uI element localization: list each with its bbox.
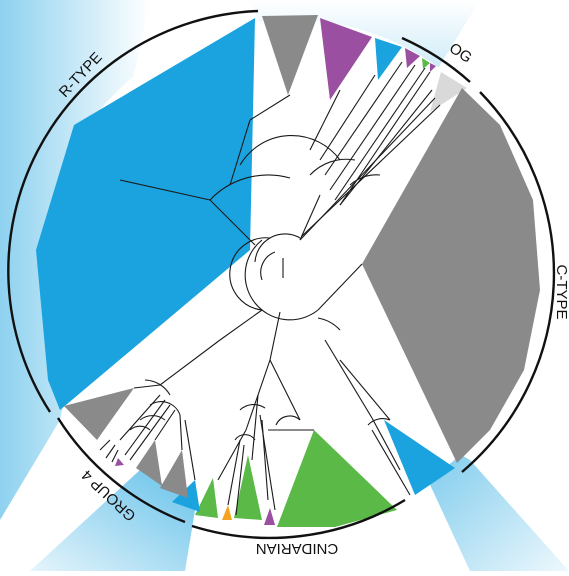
- clade-cnidarian-green-small: [195, 478, 218, 518]
- clade-group4-gray-2: [136, 440, 162, 486]
- label-c-type: C-TYPE: [553, 264, 569, 319]
- clade-bottom-right-blue: [384, 420, 455, 495]
- clade-cnidarian-purple: [264, 508, 275, 525]
- clade-r-type: [36, 18, 255, 410]
- clade-cnidarian-green-large: [277, 430, 397, 527]
- clade-top-green-1: [422, 58, 430, 69]
- tree-branches: [99, 61, 441, 516]
- clade-group4-gray-1: [160, 450, 188, 498]
- clade-top-gray-1: [262, 15, 318, 95]
- ring-arc-group4: [56, 417, 186, 524]
- clade-group4-gray-big: [64, 388, 134, 440]
- ring-arc-r-type: [7, 9, 259, 413]
- ring-arc-c-type: [461, 91, 556, 473]
- clade-top-blue-1: [375, 38, 402, 80]
- clade-c-type: [362, 88, 540, 463]
- ring-arc-cnidarian: [191, 498, 406, 540]
- label-cnidarian: CNIDARIAN: [256, 540, 339, 557]
- clade-top-purple-1: [320, 18, 372, 100]
- clade-cnidarian-green-mid: [234, 455, 262, 520]
- ring-arc-og: [401, 36, 471, 83]
- group-ring: [7, 9, 556, 540]
- clade-cnidarian-orange: [222, 505, 232, 520]
- clade-group4-purple: [115, 458, 124, 466]
- clade-top-purple-3: [430, 63, 436, 72]
- clade-og-lightgray: [430, 72, 467, 112]
- background-beam-bottom-left: [30, 470, 200, 571]
- clade-top-purple-2: [405, 48, 420, 68]
